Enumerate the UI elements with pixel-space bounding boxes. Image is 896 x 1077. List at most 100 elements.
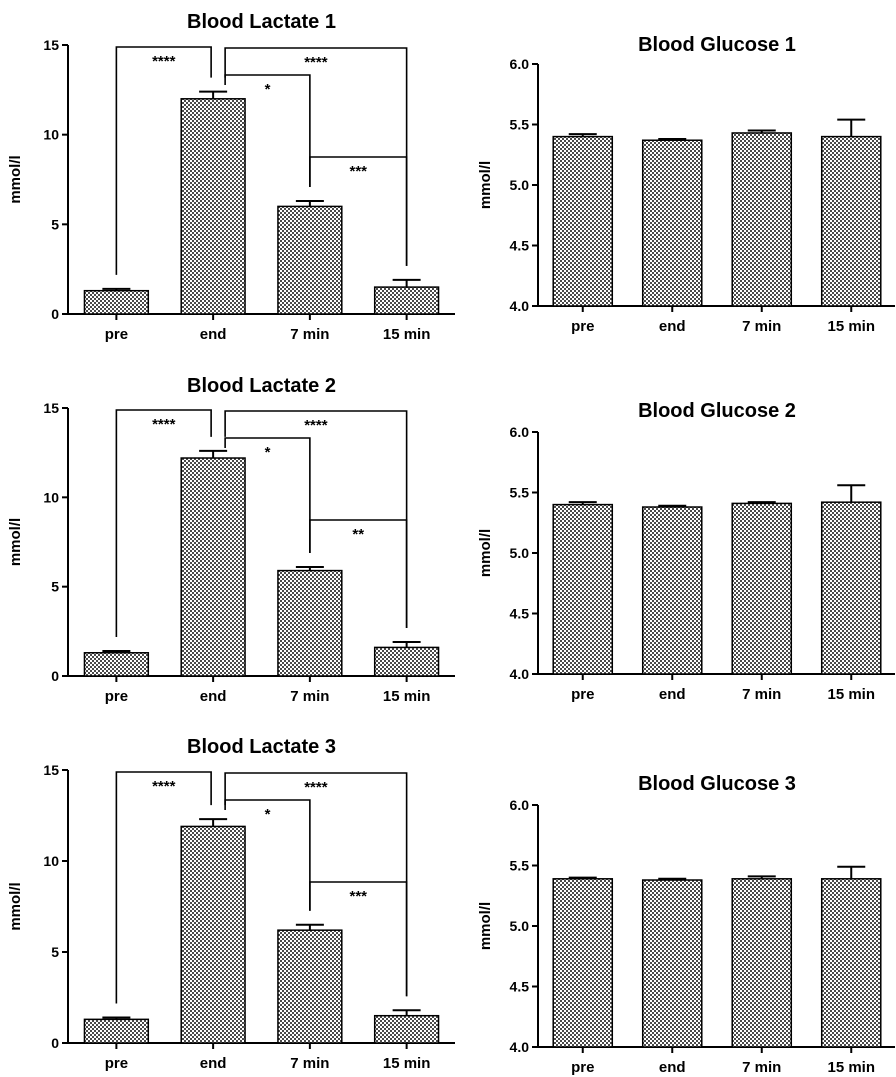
y-tick-label: 4.5 [510, 979, 530, 995]
x-tick-label: 15 min [827, 318, 875, 335]
y-tick-label: 5 [51, 944, 59, 960]
panel-1: Blood Lactate 1 mmol/l 0 5 10 15 pre end 7 min 15… [7, 11, 455, 343]
x-tick-label: 7 min [290, 688, 329, 705]
significance-bracket [115, 46, 212, 275]
y-tick-label: 5 [51, 579, 59, 595]
significance-label: ** [352, 526, 364, 543]
y-tick-label: 10 [43, 127, 59, 143]
bar-15-min [820, 135, 882, 307]
y-tick-label: 0 [51, 1035, 59, 1051]
significance-bracket [115, 771, 212, 1004]
bar-end [641, 506, 703, 675]
y-tick-label: 5.0 [510, 177, 530, 193]
y-tick-label: 5.0 [510, 918, 530, 934]
panel-5: Blood Lactate 3 mmol/l 0 5 10 15 pre end 7 min 15… [7, 736, 455, 1072]
bar-15-min [373, 646, 440, 677]
x-tick-label: 7 min [742, 318, 781, 335]
bar-15-min [373, 1014, 440, 1044]
y-axis-label: mmol/l [477, 161, 494, 209]
bar-end [641, 879, 703, 1048]
x-tick-label: 7 min [290, 326, 329, 343]
significance-label: * [265, 81, 271, 98]
significance-label: **** [152, 778, 176, 795]
panel-2: Blood Glucose 1 mmol/l 4.0 4.5 5.0 5.5 6.0 pre e… [477, 34, 895, 335]
y-tick-label: 15 [43, 400, 59, 416]
y-tick-label: 6.0 [510, 424, 530, 440]
panel-4: Blood Glucose 2 mmol/l 4.0 4.5 5.0 5.5 6.0 pre e… [477, 400, 895, 703]
x-tick-label: end [659, 1059, 686, 1076]
y-axis-label: mmol/l [7, 518, 24, 566]
significance-bracket [224, 74, 311, 188]
significance-bracket [224, 799, 311, 911]
x-tick-label: pre [105, 688, 128, 705]
bar-end [180, 98, 246, 315]
significance-label: *** [349, 163, 367, 180]
bar-pre [83, 1018, 150, 1044]
x-tick-label: end [200, 1055, 227, 1072]
bar-end [641, 139, 703, 307]
panel-3: Blood Lactate 2 mmol/l 0 5 10 15 pre end 7 min 15… [7, 375, 455, 705]
x-tick-label: end [200, 326, 227, 343]
y-tick-label: 6.0 [510, 56, 530, 72]
significance-label: **** [152, 53, 176, 70]
bar-15-min [820, 878, 882, 1048]
significance-bracket [224, 437, 311, 554]
x-tick-label: end [200, 688, 227, 705]
y-tick-label: 4.0 [510, 1039, 530, 1055]
chart-title: Blood Lactate 2 [187, 375, 336, 397]
bar-7-min [731, 502, 793, 675]
significance-label: *** [349, 888, 367, 905]
y-tick-label: 5.5 [510, 485, 530, 501]
bar-pre [552, 135, 614, 307]
bar-7-min [731, 132, 793, 307]
bar-end [180, 457, 246, 677]
bar-15-min [820, 501, 882, 675]
bar-15-min [373, 286, 440, 315]
significance-label: **** [304, 779, 328, 796]
y-tick-label: 10 [43, 489, 59, 505]
bar-7-min [277, 569, 343, 677]
x-tick-label: pre [571, 686, 594, 703]
x-tick-label: pre [105, 1055, 128, 1072]
y-tick-label: 0 [51, 668, 59, 684]
bar-7-min [731, 878, 793, 1048]
significance-label: **** [152, 416, 176, 433]
y-axis-label: mmol/l [477, 529, 494, 577]
bar-7-min [277, 205, 343, 315]
panel-6: Blood Glucose 3 mmol/l 4.0 4.5 5.0 5.5 6.0 pre e… [477, 773, 895, 1076]
x-tick-label: end [659, 318, 686, 335]
significance-label: **** [304, 417, 328, 434]
x-tick-label: 15 min [827, 686, 875, 703]
y-tick-label: 15 [43, 37, 59, 53]
y-tick-label: 5.5 [510, 117, 530, 133]
x-tick-label: 15 min [383, 326, 431, 343]
y-tick-label: 5 [51, 216, 59, 232]
y-tick-label: 5.5 [510, 858, 530, 874]
significance-bracket [309, 519, 408, 629]
significance-bracket [309, 881, 408, 997]
bar-pre [83, 289, 150, 315]
significance-label: * [265, 444, 271, 461]
bar-end [180, 825, 246, 1044]
y-tick-label: 4.0 [510, 298, 530, 314]
y-tick-label: 4.0 [510, 666, 530, 682]
bar-pre [552, 503, 614, 675]
y-tick-label: 4.5 [510, 238, 530, 254]
x-tick-label: end [659, 686, 686, 703]
x-tick-label: 15 min [383, 688, 431, 705]
significance-bracket [115, 409, 212, 637]
x-tick-label: pre [571, 318, 594, 335]
x-tick-label: 7 min [290, 1055, 329, 1072]
y-tick-label: 15 [43, 762, 59, 778]
bar-7-min [277, 929, 343, 1044]
x-tick-label: 15 min [383, 1055, 431, 1072]
y-tick-label: 10 [43, 853, 59, 869]
y-tick-label: 0 [51, 306, 59, 322]
bar-pre [552, 878, 614, 1048]
bar-pre [83, 652, 150, 677]
x-tick-label: 7 min [742, 1059, 781, 1076]
y-axis-label: mmol/l [477, 902, 494, 950]
y-tick-label: 4.5 [510, 606, 530, 622]
chart-title: Blood Glucose 3 [638, 773, 796, 795]
